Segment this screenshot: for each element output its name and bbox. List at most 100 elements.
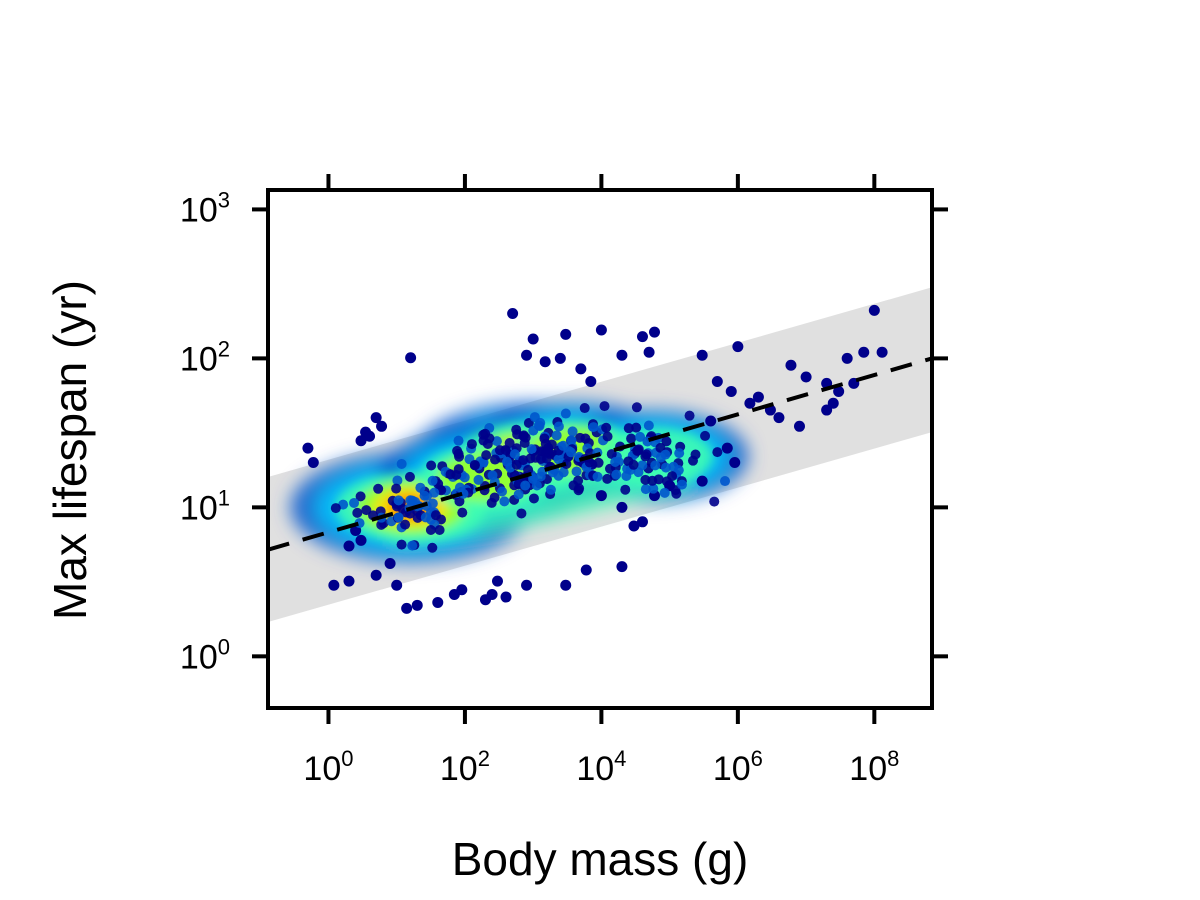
data-point: [711, 375, 723, 387]
data-point: [502, 456, 513, 467]
data-point: [376, 519, 387, 530]
data-point: [833, 385, 845, 397]
data-point: [667, 471, 678, 482]
y-tick-label: 102: [180, 336, 230, 378]
data-point: [567, 426, 578, 437]
data-point: [430, 510, 441, 521]
data-point: [405, 495, 416, 506]
data-point: [491, 436, 502, 447]
data-point: [551, 430, 562, 441]
x-tick-label: 104: [576, 746, 626, 788]
data-point: [396, 539, 407, 550]
data-point: [725, 385, 737, 397]
data-point: [671, 488, 682, 499]
data-point: [574, 483, 585, 494]
data-point: [635, 431, 646, 442]
data-point: [407, 540, 418, 551]
data-point: [785, 359, 797, 371]
data-point: [355, 491, 366, 502]
data-point: [560, 579, 572, 591]
data-point: [349, 497, 360, 508]
data-point: [396, 458, 407, 469]
data-point: [729, 457, 741, 469]
data-point: [616, 349, 628, 361]
data-point: [571, 466, 582, 477]
data-point: [648, 483, 659, 494]
data-point: [458, 488, 469, 499]
axis-ticks: 100 102 104 106 108 100 101 102 103: [180, 174, 948, 788]
data-point: [528, 473, 539, 484]
data-point: [558, 467, 569, 478]
data-point: [640, 484, 651, 495]
data-point: [773, 412, 785, 424]
data-point: [452, 445, 463, 456]
data-point: [454, 496, 465, 507]
data-point: [660, 462, 671, 473]
data-point: [352, 507, 363, 518]
x-axis-title: Body mass (g): [452, 833, 749, 885]
data-point: [466, 439, 477, 450]
data-point: [628, 520, 640, 532]
data-point: [690, 449, 701, 460]
data-point: [376, 420, 388, 432]
data-point: [343, 575, 355, 587]
data-point: [391, 483, 402, 494]
y-tick-label: 103: [180, 187, 230, 229]
data-point: [560, 408, 571, 419]
data-point: [573, 475, 584, 486]
data-point: [370, 412, 382, 424]
data-point: [393, 512, 404, 523]
data-point: [601, 422, 612, 433]
data-point: [429, 487, 440, 498]
data-point: [507, 308, 519, 320]
data-point: [535, 471, 546, 482]
data-point: [516, 508, 527, 519]
data-point: [610, 457, 621, 468]
data-point: [364, 430, 376, 442]
data-point: [640, 451, 651, 462]
fit-line: [268, 356, 932, 552]
y-tick-label: 100: [180, 634, 230, 676]
data-point: [497, 486, 508, 497]
data-point: [432, 596, 444, 608]
data-point: [456, 584, 468, 596]
data-point: [405, 352, 417, 364]
data-point: [592, 471, 603, 482]
data-point: [626, 433, 637, 444]
data-point: [633, 445, 644, 456]
data-point: [647, 475, 658, 486]
data-point: [841, 352, 853, 364]
data-point: [631, 422, 642, 433]
data-point: [539, 356, 551, 368]
data-point: [579, 403, 590, 414]
data-point: [434, 525, 445, 536]
data-point: [330, 503, 341, 514]
data-point: [469, 459, 480, 470]
data-point: [384, 557, 396, 569]
data-point: [821, 404, 833, 416]
data-point: [696, 349, 708, 361]
data-point: [606, 449, 617, 460]
data-point: [585, 375, 597, 387]
data-point: [575, 363, 587, 375]
data-point: [411, 599, 423, 611]
data-point: [660, 449, 671, 460]
data-point: [404, 471, 415, 482]
data-point: [611, 469, 622, 480]
data-point: [373, 483, 384, 494]
data-point: [307, 457, 319, 469]
data-point: [636, 516, 648, 528]
data-point: [539, 433, 550, 444]
data-point: [599, 401, 610, 412]
data-point: [533, 420, 544, 431]
data-point: [484, 433, 495, 444]
data-point: [459, 472, 470, 483]
data-point: [620, 484, 631, 495]
data-point: [709, 496, 720, 507]
data-point: [513, 489, 524, 500]
data-point: [721, 442, 733, 454]
data-point: [580, 433, 591, 444]
data-point: [676, 479, 687, 490]
data-point: [427, 542, 438, 553]
